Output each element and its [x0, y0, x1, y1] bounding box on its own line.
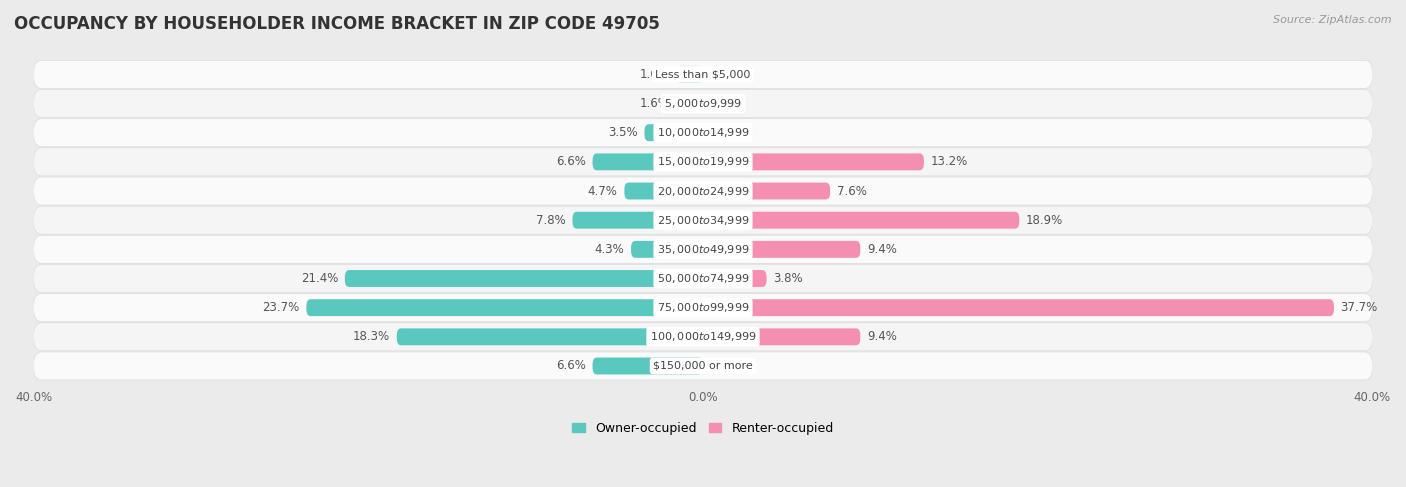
Text: 3.8%: 3.8%: [773, 272, 803, 285]
Text: 6.6%: 6.6%: [555, 155, 586, 169]
Text: 4.7%: 4.7%: [588, 185, 617, 198]
Text: $50,000 to $74,999: $50,000 to $74,999: [657, 272, 749, 285]
Text: 7.8%: 7.8%: [536, 214, 565, 226]
Text: Source: ZipAtlas.com: Source: ZipAtlas.com: [1274, 15, 1392, 25]
FancyBboxPatch shape: [631, 241, 703, 258]
FancyBboxPatch shape: [703, 183, 830, 200]
FancyBboxPatch shape: [34, 119, 1372, 147]
Text: OCCUPANCY BY HOUSEHOLDER INCOME BRACKET IN ZIP CODE 49705: OCCUPANCY BY HOUSEHOLDER INCOME BRACKET …: [14, 15, 659, 33]
FancyBboxPatch shape: [624, 183, 703, 200]
Text: $10,000 to $14,999: $10,000 to $14,999: [657, 126, 749, 139]
FancyBboxPatch shape: [34, 235, 1372, 263]
Text: 6.6%: 6.6%: [555, 359, 586, 373]
FancyBboxPatch shape: [703, 241, 860, 258]
Text: $25,000 to $34,999: $25,000 to $34,999: [657, 214, 749, 226]
Text: $35,000 to $49,999: $35,000 to $49,999: [657, 243, 749, 256]
FancyBboxPatch shape: [703, 153, 924, 170]
Text: 18.3%: 18.3%: [353, 330, 389, 343]
FancyBboxPatch shape: [34, 60, 1372, 88]
FancyBboxPatch shape: [592, 357, 703, 375]
FancyBboxPatch shape: [396, 328, 703, 345]
Text: 3.5%: 3.5%: [609, 126, 638, 139]
Text: 21.4%: 21.4%: [301, 272, 339, 285]
Text: 7.6%: 7.6%: [837, 185, 866, 198]
Text: 9.4%: 9.4%: [868, 330, 897, 343]
FancyBboxPatch shape: [644, 124, 703, 141]
FancyBboxPatch shape: [34, 294, 1372, 321]
Text: 1.6%: 1.6%: [640, 68, 669, 81]
Text: 9.4%: 9.4%: [868, 243, 897, 256]
FancyBboxPatch shape: [34, 177, 1372, 205]
Text: 23.7%: 23.7%: [263, 301, 299, 314]
FancyBboxPatch shape: [34, 90, 1372, 117]
FancyBboxPatch shape: [34, 323, 1372, 351]
Text: 13.2%: 13.2%: [931, 155, 967, 169]
Text: Less than $5,000: Less than $5,000: [655, 69, 751, 79]
Text: $75,000 to $99,999: $75,000 to $99,999: [657, 301, 749, 314]
FancyBboxPatch shape: [703, 270, 766, 287]
Text: $5,000 to $9,999: $5,000 to $9,999: [664, 97, 742, 110]
FancyBboxPatch shape: [676, 95, 703, 112]
FancyBboxPatch shape: [592, 153, 703, 170]
Text: 1.6%: 1.6%: [640, 97, 669, 110]
FancyBboxPatch shape: [34, 148, 1372, 176]
FancyBboxPatch shape: [344, 270, 703, 287]
Text: $15,000 to $19,999: $15,000 to $19,999: [657, 155, 749, 169]
Text: $20,000 to $24,999: $20,000 to $24,999: [657, 185, 749, 198]
Text: 4.3%: 4.3%: [595, 243, 624, 256]
Text: 18.9%: 18.9%: [1026, 214, 1063, 226]
FancyBboxPatch shape: [34, 352, 1372, 380]
Text: $100,000 to $149,999: $100,000 to $149,999: [650, 330, 756, 343]
Text: $150,000 or more: $150,000 or more: [654, 361, 752, 371]
Text: 37.7%: 37.7%: [1341, 301, 1378, 314]
FancyBboxPatch shape: [703, 212, 1019, 228]
FancyBboxPatch shape: [676, 66, 703, 83]
FancyBboxPatch shape: [307, 299, 703, 316]
FancyBboxPatch shape: [572, 212, 703, 228]
Legend: Owner-occupied, Renter-occupied: Owner-occupied, Renter-occupied: [568, 417, 838, 440]
FancyBboxPatch shape: [34, 264, 1372, 293]
FancyBboxPatch shape: [34, 206, 1372, 234]
FancyBboxPatch shape: [703, 328, 860, 345]
FancyBboxPatch shape: [703, 299, 1334, 316]
